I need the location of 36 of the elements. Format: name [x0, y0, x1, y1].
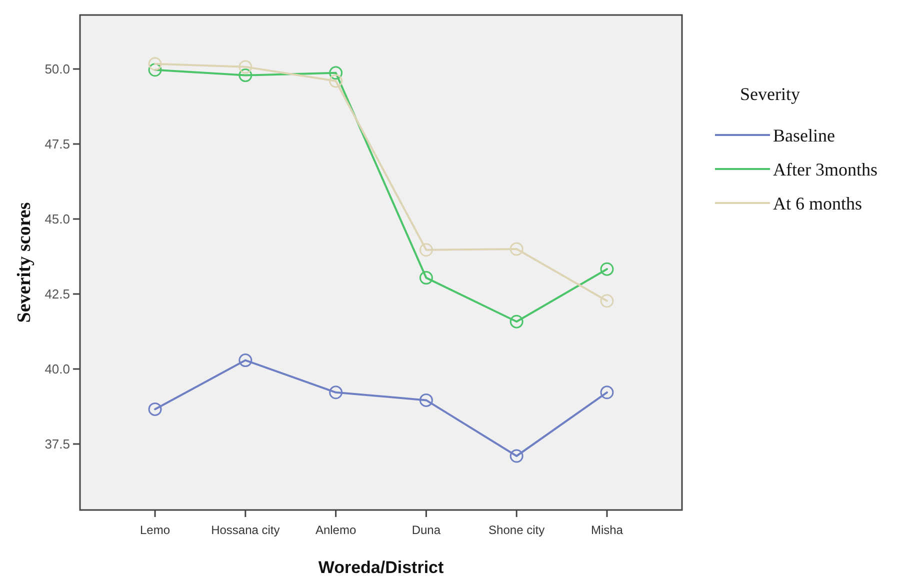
point	[600, 262, 614, 276]
point	[148, 57, 162, 71]
legend-title: Severity	[740, 84, 800, 104]
y-tick-label: 47.5	[44, 136, 70, 152]
point	[419, 243, 433, 257]
point	[329, 386, 343, 400]
point	[238, 68, 252, 82]
y-tick-label: 50.0	[44, 62, 70, 77]
x-tick-label: Hossana city	[211, 523, 280, 537]
y-tick-label: 42.5	[44, 286, 70, 302]
point	[600, 386, 614, 400]
x-tick-label: Shone city	[488, 523, 545, 537]
point	[238, 60, 252, 74]
legend-label: Baseline	[773, 125, 835, 146]
x-tick-label: Anlemo	[315, 523, 356, 537]
point	[510, 449, 524, 463]
point	[419, 393, 433, 407]
x-axis-title: Woreda/District	[318, 558, 444, 577]
point	[148, 402, 162, 416]
y-tick-label: 40.0	[44, 362, 70, 377]
x-tick-label: Misha	[590, 523, 624, 537]
point	[510, 242, 524, 256]
legend-label: At 6 months	[773, 193, 862, 214]
point	[510, 314, 524, 328]
point	[329, 74, 343, 88]
x-tick-label: Duna	[412, 523, 441, 537]
point	[600, 294, 614, 308]
point	[238, 354, 252, 368]
y-axis-title: Severity scores	[14, 202, 35, 323]
x-tick-label: Lemo	[140, 523, 170, 537]
point	[419, 271, 433, 285]
point	[148, 63, 162, 77]
y-tick-label: 37.5	[44, 436, 70, 452]
legend-label: After 3months	[773, 159, 878, 180]
y-tick-label: 45.0	[44, 212, 70, 227]
point	[329, 66, 343, 80]
